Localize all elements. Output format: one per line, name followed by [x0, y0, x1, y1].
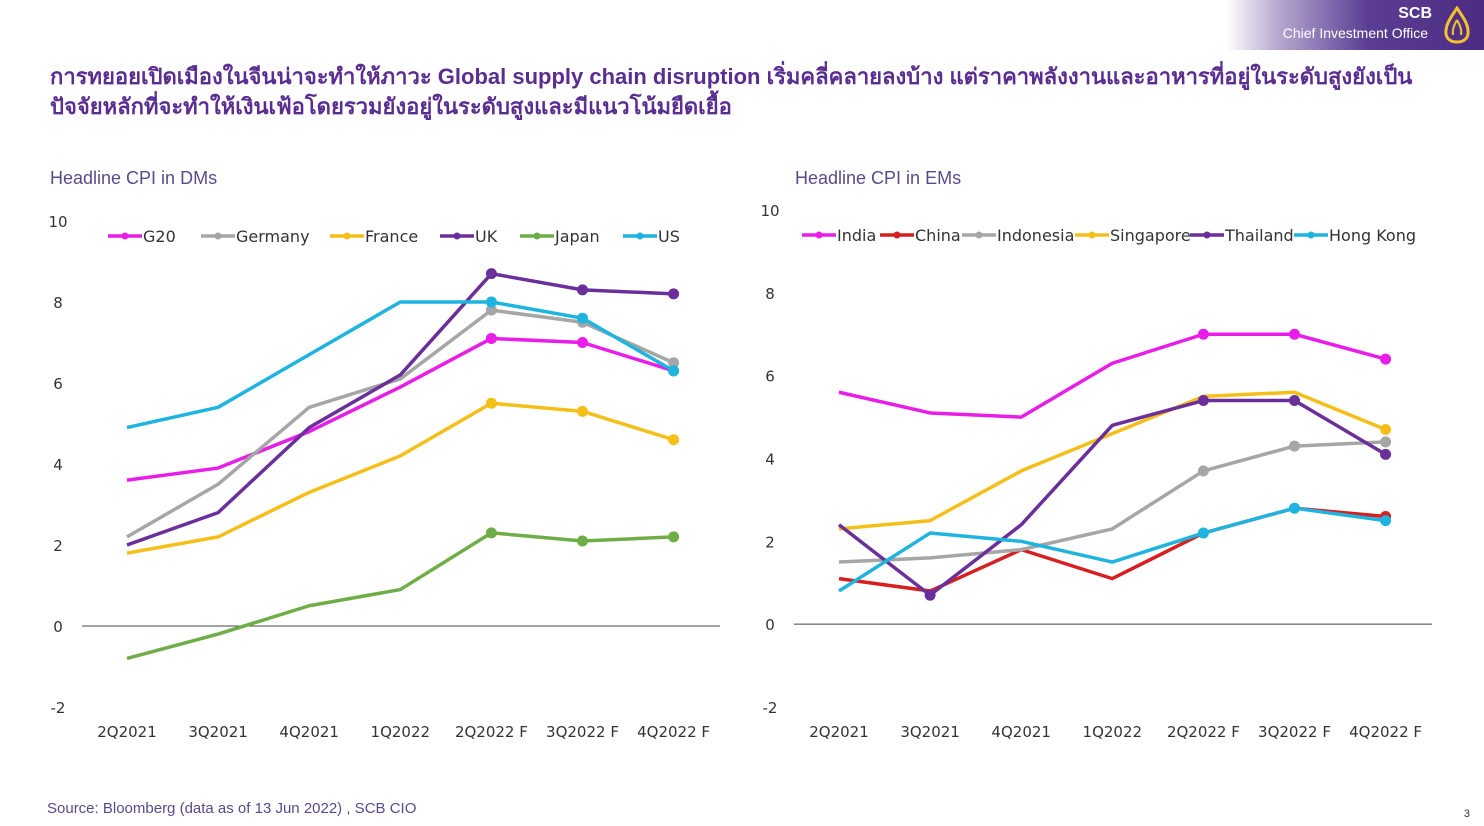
dm-data-point-france: [577, 405, 588, 417]
em-legend-marker-singapore: [1088, 231, 1096, 239]
em-data-point-thailand: [1289, 395, 1300, 407]
em-series-line-thailand: [837, 398, 1387, 597]
em-data-point-hong-kong: [1380, 515, 1392, 527]
dm-data-point-japan: [577, 535, 588, 547]
dm-legend-label-uk: UK: [475, 227, 498, 246]
dm-data-point-us: [668, 365, 680, 377]
em-y-tick-label: 2: [765, 533, 775, 551]
em-data-point-thailand: [924, 589, 936, 601]
em-data-point-singapore: [1380, 424, 1392, 436]
dm-x-tick-label: 3Q2021: [188, 723, 248, 741]
em-data-point-indonesia: [1197, 465, 1209, 477]
em-chart-title: Headline CPI in EMs: [795, 168, 962, 188]
dm-cpi-chart: -2 0 2 4 6 8 10 2Q2021 3Q2021 4Q2021 1Q2022 2Q2022 …: [48, 213, 720, 741]
dm-y-tick-label: 2: [53, 537, 63, 555]
dm-data-point-g20: [485, 332, 497, 344]
em-x-tick-label: 1Q2022: [1083, 723, 1143, 741]
em-y-tick-label: 6: [765, 368, 775, 386]
em-x-tick-label: 3Q2022 F: [1258, 723, 1331, 741]
em-y-tick-label: 0: [765, 616, 775, 634]
dm-data-point-germany: [668, 357, 680, 369]
dm-y-tick-label: 8: [53, 294, 63, 312]
em-legend-marker-indonesia: [975, 231, 983, 239]
dm-y-tick-label: 10: [48, 213, 67, 231]
em-data-point-thailand: [1197, 395, 1209, 407]
dm-y-tick-label: 0: [53, 618, 63, 636]
dm-y-tick-label: 4: [53, 456, 63, 474]
em-series-line-indonesia: [838, 440, 1386, 564]
em-y-tick-label: 10: [760, 202, 779, 220]
dm-data-point-france: [485, 397, 497, 409]
em-data-point-hong-kong: [1289, 502, 1300, 514]
dm-data-point-uk: [485, 268, 497, 280]
brand-banner: SCB Chief Investment Office: [1226, 0, 1484, 50]
dm-data-point-us: [485, 296, 497, 308]
dm-x-tick-label: 2Q2022 F: [455, 723, 528, 741]
em-data-point-thailand: [1380, 448, 1392, 460]
dm-legend-label-france: France: [365, 227, 418, 246]
dm-x-tick-label: 3Q2022 F: [546, 723, 619, 741]
em-legend-label-indonesia: Indonesia: [997, 226, 1074, 245]
em-series-line-singapore: [838, 390, 1387, 531]
brand-subtitle: Chief Investment Office: [1282, 25, 1428, 41]
dm-data-point-uk: [668, 288, 680, 300]
brand-name: SCB: [1398, 5, 1432, 22]
dm-legend-label-japan: Japan: [554, 227, 600, 246]
em-data-point-hong-kong: [1197, 527, 1209, 539]
dm-y-tick-label: 6: [53, 375, 63, 393]
em-legend-marker-india: [815, 231, 823, 239]
em-legend-label-hong-kong: Hong Kong: [1329, 226, 1416, 245]
dm-legend-marker-uk: [453, 232, 461, 240]
dm-chart-title: Headline CPI in DMs: [50, 168, 218, 188]
page-headline: การทยอยเปิดเมืองในจีนน่าจะทำให้ภาวะ Glob…: [50, 64, 1413, 119]
page-number: 3: [1463, 808, 1470, 820]
dm-legend-label-us: US: [658, 227, 680, 246]
dm-legend-marker-japan: [533, 232, 541, 240]
source-note: Source: Bloomberg (data as of 13 Jun 202…: [47, 800, 417, 817]
em-x-tick-label: 4Q2021: [991, 723, 1051, 741]
em-data-point-indonesia: [1380, 436, 1392, 448]
em-data-point-indonesia: [1289, 440, 1300, 452]
em-y-tick-label: 8: [765, 285, 775, 303]
em-y-tick-label: 4: [765, 451, 775, 469]
dm-legend-label-g20: G20: [143, 227, 176, 246]
dm-x-tick-label: 4Q2021: [279, 723, 339, 741]
em-legend-label-singapore: Singapore: [1110, 226, 1191, 245]
em-data-point-india: [1380, 353, 1392, 365]
dm-data-point-g20: [577, 337, 588, 348]
dm-x-tick-label: 2Q2021: [97, 723, 157, 741]
em-x-tick-label: 2Q2021: [809, 723, 869, 741]
em-x-tick-label: 4Q2022 F: [1349, 723, 1422, 741]
em-legend-marker-hong-kong: [1307, 231, 1315, 239]
em-legend-label-thailand: Thailand: [1224, 226, 1294, 245]
dm-data-point-france: [668, 434, 680, 446]
dm-x-tick-label: 1Q2022: [371, 723, 431, 741]
em-legend-label-china: China: [915, 226, 961, 245]
em-legend-marker-thailand: [1203, 231, 1211, 239]
em-x-tick-label: 3Q2021: [900, 723, 960, 741]
dm-data-point-us: [577, 312, 588, 324]
em-data-point-india: [1289, 328, 1300, 340]
em-legend-marker-china: [893, 231, 901, 239]
dm-data-point-germany: [485, 304, 497, 316]
dm-legend-marker-us: [636, 232, 644, 240]
em-cpi-chart: -2 0 2 4 6 8 10 2Q2021 3Q2021 4Q2021 1Q2022 2Q2022 …: [760, 202, 1432, 741]
dm-legend-marker-g20: [121, 232, 129, 240]
em-x-tick-label: 2Q2022 F: [1167, 723, 1240, 741]
dm-data-point-japan: [668, 531, 680, 543]
dm-legend-marker-france: [343, 232, 351, 240]
scb-logo-icon: [1444, 6, 1470, 44]
em-y-tick-label: -2: [763, 699, 778, 717]
dm-y-tick-label: -2: [51, 699, 66, 717]
dm-data-point-uk: [577, 284, 588, 296]
dm-legend-marker-germany: [214, 232, 222, 240]
dm-x-tick-label: 4Q2022 F: [637, 723, 710, 741]
em-legend-label-india: India: [837, 226, 876, 245]
em-data-point-india: [1197, 328, 1209, 340]
dm-data-point-japan: [485, 527, 497, 539]
dm-legend-label-germany: Germany: [236, 227, 310, 246]
